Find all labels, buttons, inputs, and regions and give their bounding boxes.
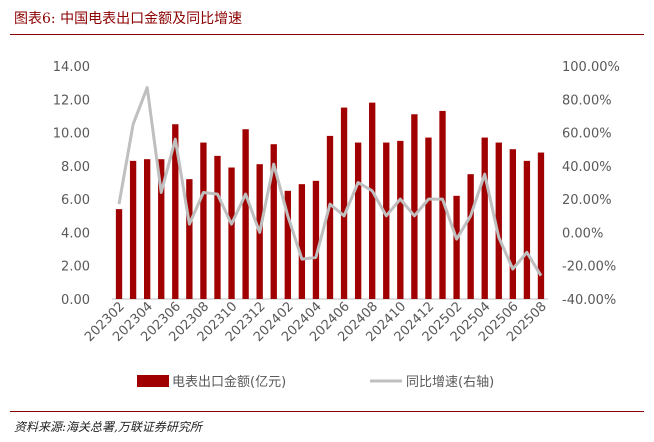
left-tick-label: 8.00 (61, 160, 90, 175)
legend-swatch-bars (137, 375, 169, 387)
right-tick-label: -20.00% (562, 260, 616, 275)
left-tick-label: 6.00 (61, 193, 90, 208)
source-note: 资料来源:海关总署,万联证券研究所 (14, 420, 202, 434)
left-tick-label: 10.00 (53, 127, 90, 142)
bar (354, 142, 362, 299)
bar (453, 195, 460, 299)
bar (397, 140, 404, 299)
bar (242, 129, 249, 299)
bar (383, 142, 390, 299)
bar (129, 160, 137, 299)
left-tick-label: 14.00 (53, 60, 90, 75)
bar (467, 174, 474, 299)
bar (143, 159, 151, 299)
bar (312, 180, 320, 299)
bar (439, 110, 446, 299)
bar (115, 209, 123, 299)
left-tick-label: 0.00 (61, 293, 90, 308)
bar (369, 102, 376, 299)
right-tick-label: 60.00% (562, 127, 612, 142)
bar (425, 137, 432, 299)
left-tick-label: 2.00 (61, 260, 90, 275)
bar (340, 107, 348, 299)
right-tick-label: 40.00% (562, 160, 612, 175)
left-tick-label: 4.00 (61, 226, 90, 241)
bar (172, 124, 179, 299)
bar (411, 114, 418, 299)
bar (481, 137, 488, 299)
growth-line (117, 86, 543, 277)
bar (228, 167, 235, 299)
bar (298, 184, 306, 299)
bar (284, 190, 291, 299)
figure-title: 图表6: 中国电表出口金额及同比增速 (14, 11, 243, 27)
legend-label-bars: 电表出口金额(亿元) (172, 374, 286, 390)
bar (158, 159, 165, 299)
bar (495, 142, 502, 299)
right-tick-label: -40.00% (562, 293, 616, 308)
bar (200, 142, 207, 299)
chart-canvas: 0.00 2.00 4.00 6.00 8.00 10.00 12.00 14.00 -40.0… (53, 60, 620, 390)
bar (270, 144, 277, 299)
right-tick-label: 80.00% (562, 93, 612, 108)
right-tick-label: 0.00% (562, 226, 603, 241)
left-tick-label: 12.00 (53, 93, 90, 108)
right-tick-label: 20.00% (562, 193, 612, 208)
bar (523, 160, 531, 299)
bar (509, 149, 517, 299)
source-rule (10, 411, 644, 412)
title-rule (10, 34, 644, 35)
right-tick-label: 100.00% (562, 60, 620, 75)
bar (326, 135, 334, 299)
bar (537, 152, 545, 299)
bar (214, 155, 221, 299)
bar (186, 179, 193, 299)
legend-label-line: 同比增速(右轴) (406, 375, 494, 390)
